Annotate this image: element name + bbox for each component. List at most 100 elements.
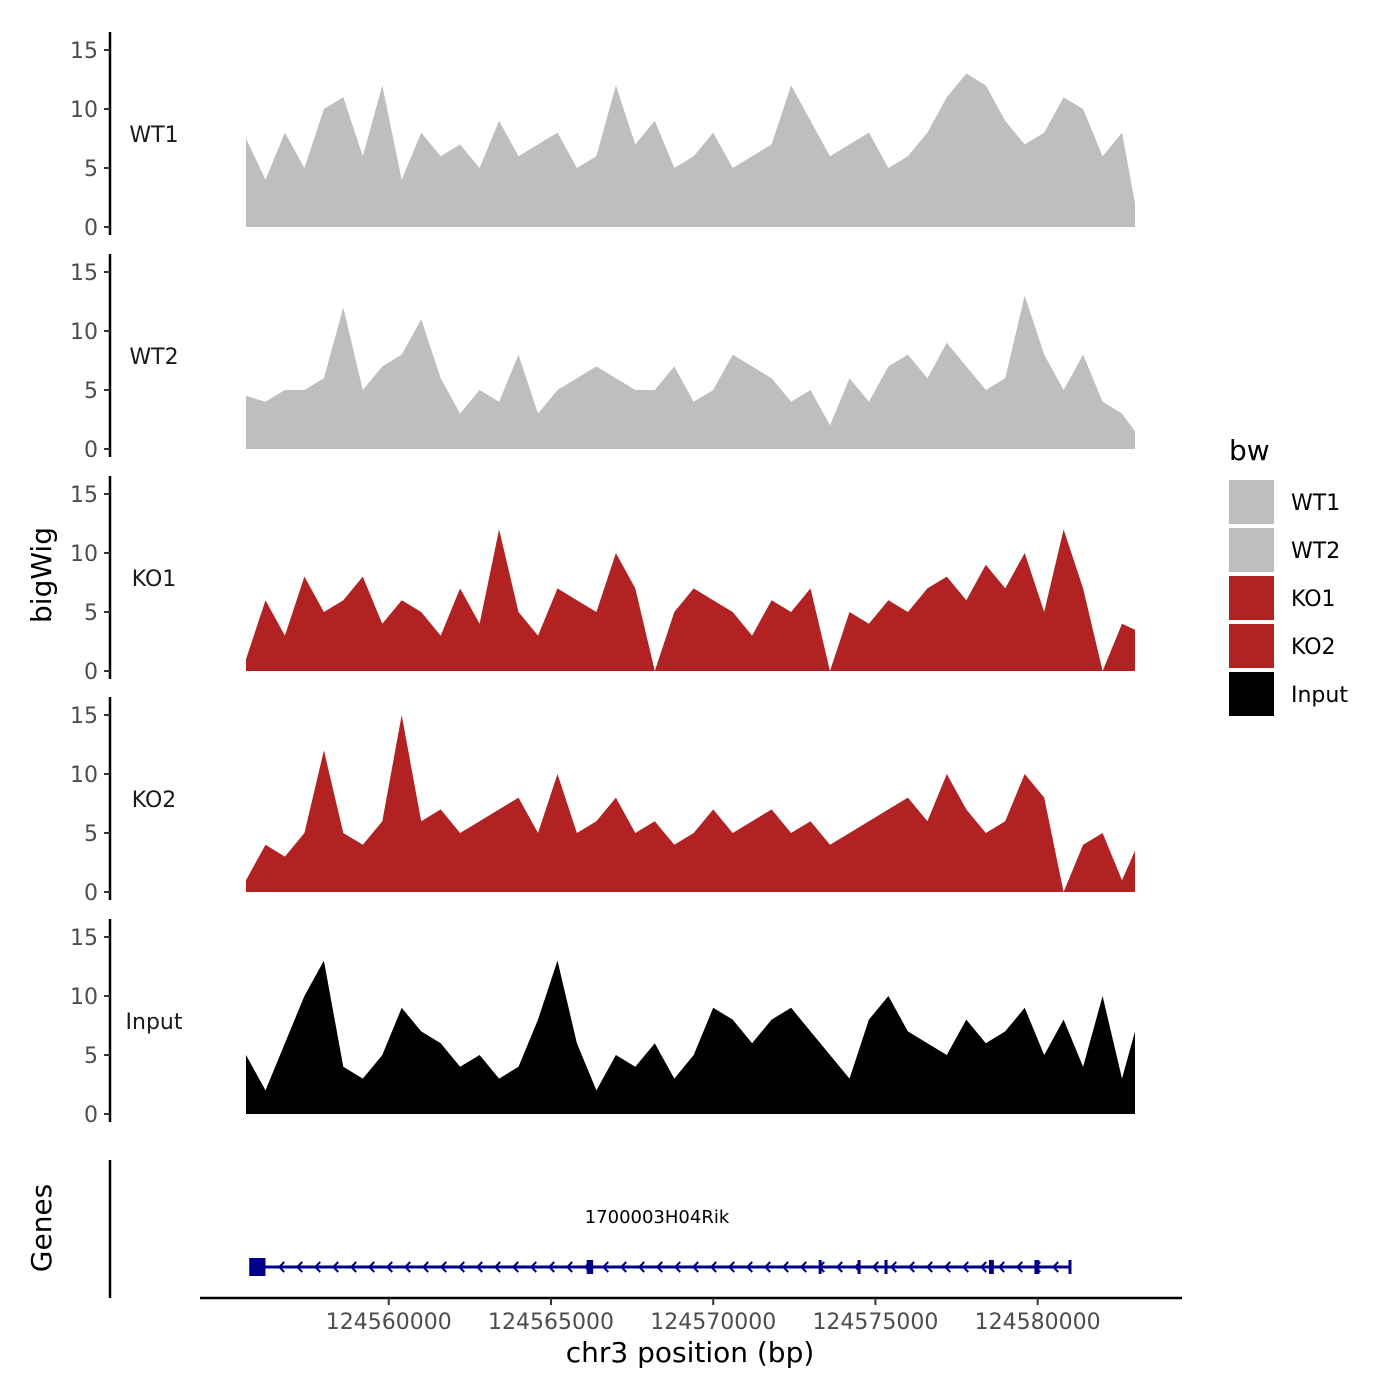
strand-arrow [943,1261,951,1273]
y-tick-label: 15 [70,483,98,508]
gene-exon [586,1260,594,1274]
strand-arrow [1051,1261,1059,1273]
strand-arrow [727,1261,735,1273]
gene-exon [818,1260,822,1274]
strand-arrow [313,1261,321,1273]
legend-key-ko1 [1229,576,1274,620]
y-tick-label: 10 [70,763,98,788]
legend-label-wt2: WT2 [1291,539,1340,564]
strand-arrow [655,1261,663,1273]
track-label-ko1: KO1 [132,567,177,592]
tracks-layer: 0 5 10 15 WT1 0 5 10 15 WT2 0 5 10 15 KO1 0 5 10 15 KO2 0 5 10… [70,32,1135,1128]
x-tick-label: 124580000 [975,1310,1101,1335]
y-tick-label: 5 [84,601,98,626]
area-series-ko1 [246,529,1135,671]
strand-arrow [331,1261,339,1273]
strand-arrow [601,1261,609,1273]
y-tick-label: 5 [84,157,98,182]
y-tick-label: 0 [84,1103,98,1128]
legend-key-ko2 [1229,624,1274,668]
y-tick-label: 0 [84,438,98,463]
track-label-ko2: KO2 [132,788,177,813]
area-series-ko2 [246,715,1135,892]
gene-exon [249,1258,266,1276]
strand-arrow [277,1261,285,1273]
strand-arrow [997,1261,1005,1273]
strand-arrow [529,1261,537,1273]
strand-arrow [709,1261,717,1273]
track-label-input: Input [126,1010,183,1035]
y-tick-label: 10 [70,98,98,123]
strand-arrow [475,1261,483,1273]
gene-exon [1068,1260,1072,1274]
strand-arrow [511,1261,519,1273]
gene-exon [884,1260,888,1274]
strand-arrow [691,1261,699,1273]
y-tick-label: 15 [70,261,98,286]
y-tick-label: 0 [84,660,98,685]
strand-arrow [835,1261,843,1273]
strand-arrow [367,1261,375,1273]
strand-arrow [547,1261,555,1273]
track-panel-ko2: 0 5 10 15 KO2 [70,697,1135,906]
strand-arrow [457,1261,465,1273]
y-tick-label: 5 [84,379,98,404]
track-panel-input: 0 5 10 15 Input [70,919,1135,1128]
legend-key-input [1229,672,1274,716]
strand-arrow [871,1261,879,1273]
legend-label-wt1: WT1 [1291,491,1340,516]
y-axis-title: bigWig [25,527,58,623]
strand-arrow [385,1261,393,1273]
legend-title: bw [1229,434,1270,467]
y-tick-label: 5 [84,1044,98,1069]
legend-label-ko2: KO2 [1291,635,1336,660]
strand-arrow [565,1261,573,1273]
strand-arrow [1015,1261,1023,1273]
legend-key-wt2 [1229,528,1274,572]
strand-arrow [673,1261,681,1273]
strand-arrow [637,1261,645,1273]
genes-panel: 1700003H04Rik [108,1160,1072,1298]
x-tick-label: 124575000 [812,1310,938,1335]
x-tick-label: 124570000 [650,1310,776,1335]
strand-arrow [763,1261,771,1273]
strand-arrow [961,1261,969,1273]
track-panel-wt2: 0 5 10 15 WT2 [70,254,1135,463]
y-tick-label: 5 [84,822,98,847]
strand-arrow [295,1261,303,1273]
y-tick-label: 15 [70,926,98,951]
strand-arrow [745,1261,753,1273]
track-panel-ko1: 0 5 10 15 KO1 [70,476,1135,685]
strand-arrow [439,1261,447,1273]
strand-arrow [619,1261,627,1273]
y-tick-label: 10 [70,542,98,567]
strand-arrow [907,1261,915,1273]
y-tick-label: 10 [70,985,98,1010]
track-panel-wt1: 0 5 10 15 WT1 [70,32,1135,241]
strand-arrow [799,1261,807,1273]
x-axis-title: chr3 position (bp) [566,1336,815,1369]
y-tick-label: 0 [84,216,98,241]
strand-arrow [979,1261,987,1273]
x-tick-label: 124565000 [488,1310,614,1335]
strand-arrow [925,1261,933,1273]
track-label-wt1: WT1 [129,123,178,148]
y-tick-label: 15 [70,39,98,64]
gene-exon [1034,1260,1040,1274]
y-tick-label: 0 [84,881,98,906]
y-tick-label: 10 [70,320,98,345]
legend-key-wt1 [1229,480,1274,524]
x-tick-label: 124560000 [326,1310,452,1335]
strand-arrow [403,1261,411,1273]
y-tick-label: 15 [70,704,98,729]
strand-arrow [889,1261,897,1273]
gene-name-label: 1700003H04Rik [585,1207,730,1228]
area-series-input [246,960,1135,1114]
genes-axis-title: Genes [25,1184,58,1272]
track-label-wt2: WT2 [129,345,178,370]
area-series-wt1 [246,73,1135,227]
x-axis: 124560000 124565000 124570000 124575000 1245… [200,1296,1182,1335]
gene-exon [988,1260,994,1274]
strand-arrow [421,1261,429,1273]
